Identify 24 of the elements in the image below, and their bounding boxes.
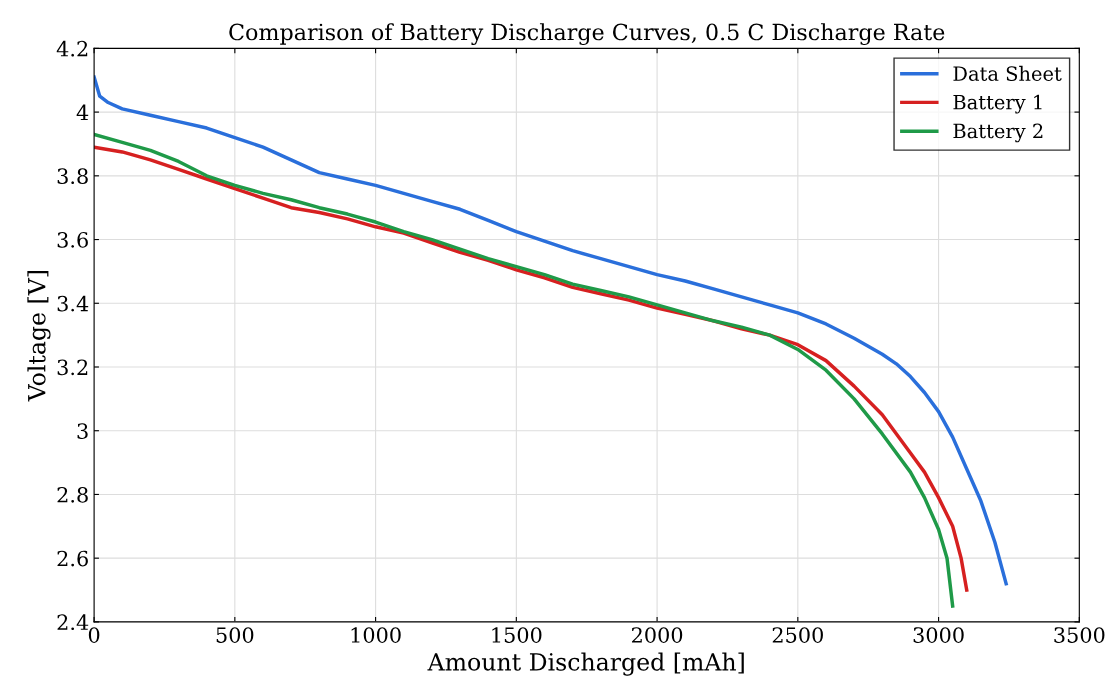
legend-label: Data Sheet [953, 65, 1062, 81]
y-tick-label: 3 [77, 423, 88, 439]
x-tick-label: 3500 [1054, 627, 1105, 643]
x-tick-label: 2000 [631, 627, 683, 643]
x-axis-title: Amount Discharged [mAh] [427, 652, 744, 676]
legend-label: Battery 1 [953, 94, 1042, 114]
y-tick-label: 2.8 [57, 486, 88, 503]
x-tick-label: 3000 [913, 627, 964, 643]
y-tick-label: 3.2 [57, 359, 88, 376]
y-tick-label: 2.4 [57, 614, 89, 631]
legend-label: Battery 2 [953, 123, 1043, 143]
x-tick-label: 1000 [351, 627, 401, 643]
x-tick-label: 1500 [492, 627, 542, 643]
x-tick-label: 500 [216, 627, 254, 643]
y-tick-label: 4.2 [56, 40, 88, 57]
chart-title: Comparison of Battery Discharge Curves, 0.5 C Discharge Rate [229, 23, 945, 45]
x-tick-label: 0 [88, 627, 100, 643]
y-tick-label: 3.6 [57, 232, 88, 248]
x-tick-label: 2500 [772, 627, 823, 643]
y-tick-label: 2.6 [57, 550, 88, 567]
y-tick-label: 3.8 [57, 168, 88, 185]
y-tick-label: 4 [76, 104, 89, 121]
y-axis-title: Voltage [V] [27, 271, 51, 402]
y-tick-label: 3.4 [57, 295, 89, 312]
